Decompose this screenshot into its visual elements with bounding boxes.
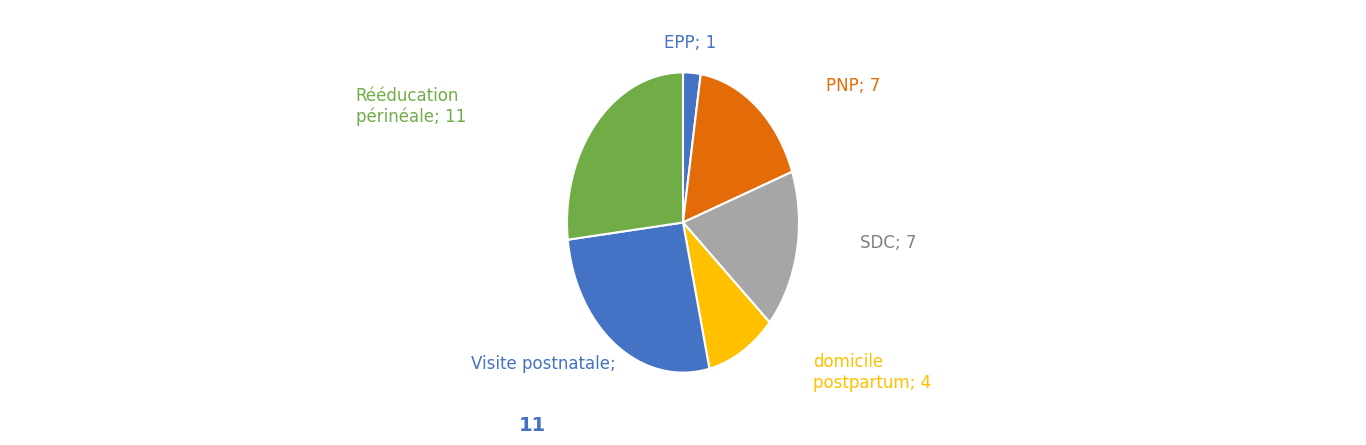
Polygon shape [683, 222, 769, 368]
Polygon shape [568, 222, 709, 372]
Polygon shape [683, 73, 701, 222]
Text: domicile
postpartum; 4: domicile postpartum; 4 [813, 353, 930, 392]
Polygon shape [683, 172, 799, 322]
Text: Visite postnatale;: Visite postnatale; [471, 355, 616, 372]
Text: SDC; 7: SDC; 7 [861, 234, 917, 252]
Text: 11: 11 [519, 416, 546, 435]
Text: EPP; 1: EPP; 1 [664, 34, 716, 52]
Polygon shape [683, 74, 792, 222]
Text: PNP; 7: PNP; 7 [826, 77, 881, 95]
Text: Rééducation
périnéale; 11: Rééducation périnéale; 11 [355, 87, 466, 126]
Polygon shape [567, 73, 683, 240]
